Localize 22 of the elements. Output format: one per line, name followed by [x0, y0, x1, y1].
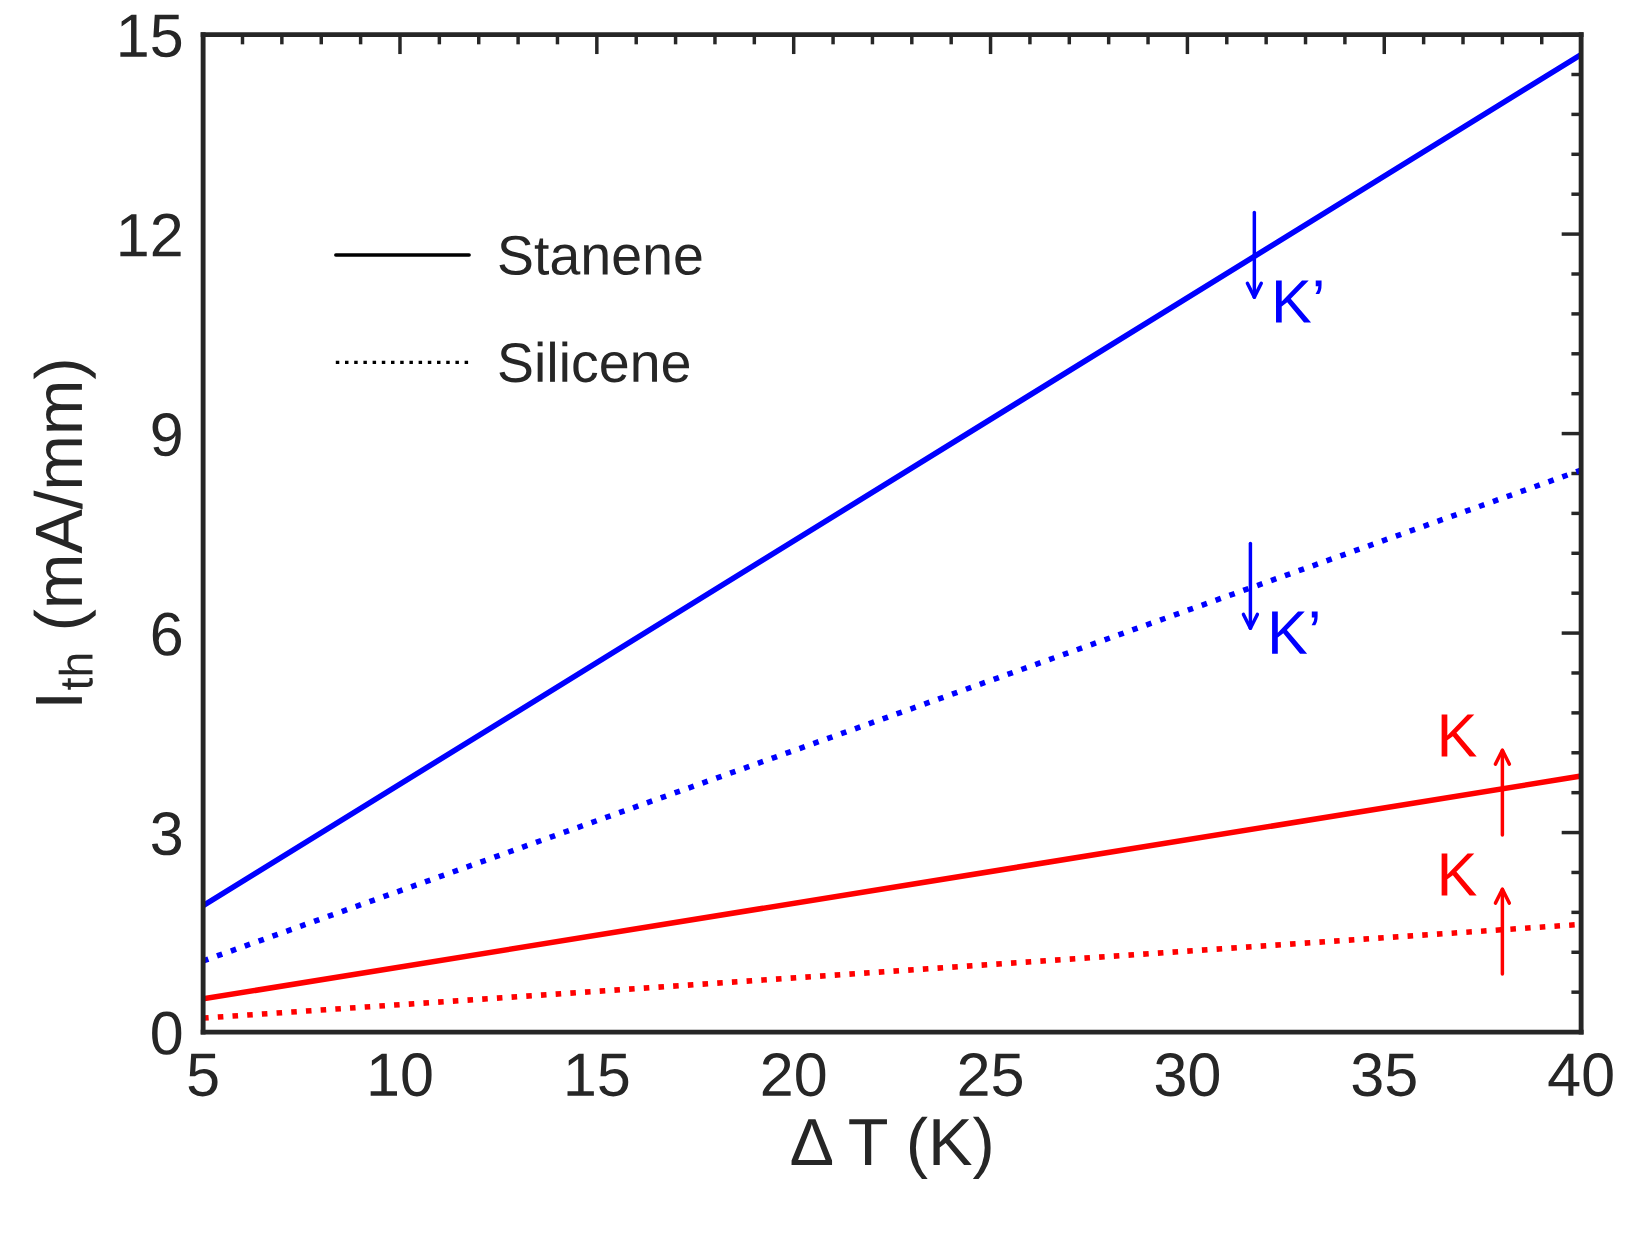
annotation: Stanene [499, 235, 702, 276]
x-tick-label: 25 [959, 1053, 1022, 1097]
y-tick-label: 9 [152, 413, 181, 457]
x-tick-label: 5 [188, 1053, 218, 1097]
x-tick-label: 30 [1155, 1053, 1220, 1097]
annotation: K [1441, 714, 1477, 757]
x-tick-label: 20 [762, 1053, 826, 1097]
x-tick-label: 35 [1352, 1053, 1416, 1097]
y-tick-label: 3 [152, 812, 181, 856]
y-tick-label: 12 [120, 213, 181, 257]
x-tick-label: 10 [370, 1053, 432, 1097]
y-tick-label: 0 [152, 1011, 182, 1055]
annotation: K’ [1272, 611, 1318, 654]
y-tick-label: 6 [152, 612, 181, 656]
annotation: K’ [1276, 280, 1322, 323]
x-axis-title: Δ T (K) [791, 1116, 991, 1179]
annotation: K [1441, 853, 1477, 896]
annotation: Silicene [499, 341, 689, 383]
x-tick-label: 40 [1548, 1053, 1613, 1097]
y-tick-label: 15 [120, 14, 182, 58]
x-tick-label: 15 [567, 1053, 629, 1097]
y-axis-title: I$_{th}$ (mA/mm) [33, 361, 96, 704]
